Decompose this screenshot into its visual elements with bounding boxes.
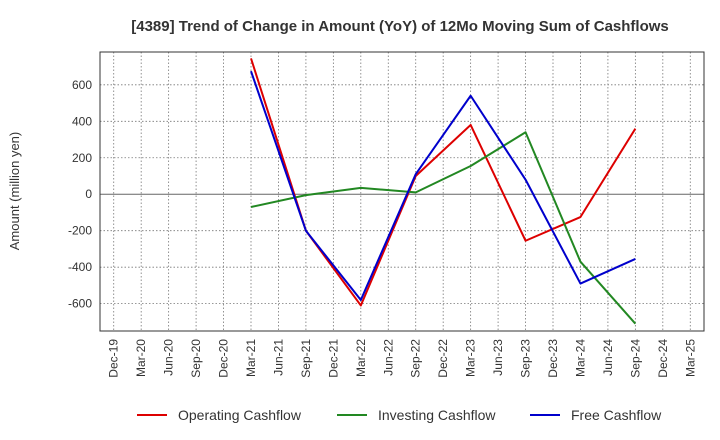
x-tick-label: Jun-22 <box>381 339 395 376</box>
y-tick-label: 200 <box>72 151 92 165</box>
legend-label-free-cashflow: Free Cashflow <box>571 407 662 423</box>
y-axis-label: Amount (million yen) <box>7 132 22 251</box>
series-line-free-cashflow <box>250 70 636 301</box>
plot-border <box>99 51 705 332</box>
x-tick-label: Jun-20 <box>162 339 176 376</box>
x-tick-label: Mar-23 <box>464 339 478 377</box>
legend-label-investing-cashflow: Investing Cashflow <box>378 407 496 423</box>
y-tick-label: -400 <box>68 260 92 274</box>
x-tick-label: Mar-22 <box>354 339 368 377</box>
x-tick-label: Sep-22 <box>409 339 423 378</box>
series-line-investing-cashflow <box>250 131 637 325</box>
x-tick-label: Sep-24 <box>628 339 642 378</box>
y-tick-label: -200 <box>68 224 92 238</box>
x-tick-label: Dec-19 <box>107 339 121 378</box>
x-tick-label: Jun-21 <box>271 339 285 376</box>
x-tick-label: Mar-24 <box>573 339 587 377</box>
plot-area: 600 400 200 0 -200 -400 -600 Dec-19 Mar-20 Jun-20… <box>68 51 705 378</box>
x-tick-label: Jun-23 <box>491 339 505 376</box>
x-tick-label: Jun-24 <box>601 339 615 376</box>
y-tick-label: -600 <box>68 297 92 311</box>
x-tick-label: Mar-20 <box>134 339 148 377</box>
y-tick-label: 400 <box>72 114 92 128</box>
x-tick-label: Sep-20 <box>189 339 203 378</box>
x-tick-label: Dec-24 <box>656 339 670 378</box>
x-tick-label: Dec-22 <box>436 339 450 378</box>
y-tick-label: 600 <box>72 78 92 92</box>
legend-label-operating-cashflow: Operating Cashflow <box>178 407 302 423</box>
y-tick-label: 0 <box>85 187 92 201</box>
x-tick-label: Dec-23 <box>546 339 560 378</box>
x-tick-label: Mar-25 <box>683 339 697 377</box>
x-tick-label: Sep-23 <box>519 339 533 378</box>
x-tick-label: Mar-21 <box>244 339 258 377</box>
x-tick-label: Dec-21 <box>326 339 340 378</box>
legend: Operating Cashflow Investing Cashflow Free… <box>137 407 662 423</box>
chart-title: [4389] Trend of Change in Amount (YoY) o… <box>131 18 669 35</box>
x-tick-label: Dec-20 <box>217 339 231 378</box>
x-tick-label: Sep-21 <box>299 339 313 378</box>
